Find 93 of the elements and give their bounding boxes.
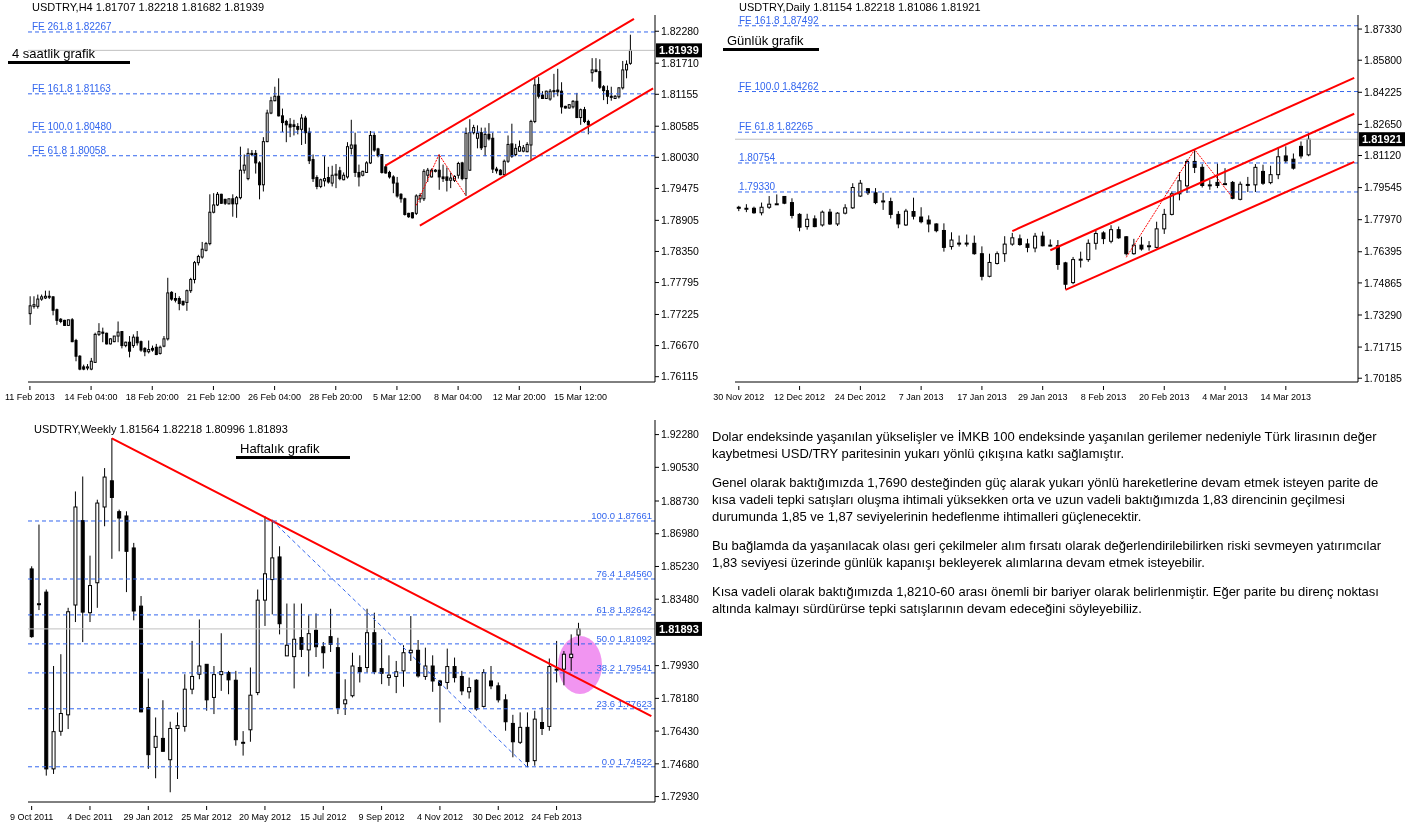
x-tick-label: 9 Sep 2012	[358, 812, 405, 822]
y-tick-label: 1.92280	[661, 428, 700, 441]
ref-line-label: 1.81893	[659, 622, 699, 635]
text: Dolar endeksinde yaşanılan yükselişler ve İMKB 100 endeksinde yaşanılan gerilemer nedeniyle Türk lirasının değer kaybetmesi USD/TRY paritesinin yukarı yönlü çıkışına katkı sağlamıştır.	[712, 428, 1378, 462]
y-tick-label: 1.78905	[661, 214, 700, 227]
y-tick-label: 1.80585	[661, 119, 700, 132]
text: Kısa vadeli olarak baktığımızda 1,8210-60 arası önemli bir bariyer olarak belirlenmiştir. Eğer parite bu direnç noktası altında kalmayı sürdürürse tepki satışlarının devam edeceğini söyleyebiliiz.	[712, 583, 1380, 617]
x-tick-label: 24 Dec 2012	[834, 392, 886, 402]
x-tick-label: 30 Nov 2012	[713, 392, 765, 402]
y-tick-label: 1.85230	[661, 560, 700, 573]
y-tick-label: 1.86980	[661, 527, 700, 540]
y-tick-label: 1.80030	[661, 151, 700, 164]
y-tick-label: 1.82280	[661, 24, 700, 37]
x-tick-label: 4 Nov 2012	[416, 812, 463, 822]
x-tick-label: 14 Feb 04:00	[64, 392, 118, 402]
chart-title: USDTRY,H4 1.81707 1.82218 1.81682 1.81939	[32, 1, 264, 13]
x-tick-label: 12 Mar 20:00	[492, 392, 546, 402]
y-tick-label: 1.81710	[661, 56, 700, 69]
text: Haftalık grafik	[236, 441, 350, 459]
ref-line-label: FE 161.8 1.81163	[32, 82, 112, 94]
x-tick-label: 24 Feb 2013	[531, 812, 582, 822]
chart-title: USDTRY,Daily 1.81154 1.82218 1.81086 1.81921	[739, 1, 981, 13]
ref-line-label: 50.0 1.81092	[596, 632, 652, 644]
y-tick-label: 1.78180	[661, 692, 700, 705]
x-tick-label: 12 Dec 2012	[774, 392, 826, 402]
y-tick-label: 1.90530	[661, 461, 700, 474]
x-tick-label: 17 Jan 2013	[957, 392, 1007, 402]
x-tick-label: 25 Mar 2012	[181, 812, 232, 822]
ref-line-label: 100.0 1.87661	[591, 510, 652, 521]
x-tick-label: 15 Jul 2012	[300, 812, 347, 822]
x-tick-label: 8 Mar 04:00	[434, 392, 483, 402]
ref-line-label: 38.2 1.79541	[596, 661, 652, 673]
y-tick-label: 1.83480	[661, 592, 700, 605]
ref-line-label: 0.0 1.74522	[601, 755, 652, 767]
y-tick-label: 1.85800	[1364, 53, 1403, 66]
y-tick-label: 1.79545	[1364, 181, 1403, 194]
y-tick-label: 1.76115	[661, 370, 699, 383]
y-tick-label: 1.87330	[1364, 22, 1403, 35]
x-tick-label: 9 Oct 2011	[9, 812, 54, 822]
y-tick-label: 1.72930	[661, 790, 700, 803]
ref-line-label: FE 261.8 1.82267	[32, 20, 112, 32]
y-tick-label: 1.88730	[661, 494, 700, 507]
x-tick-label: 15 Mar 12:00	[553, 392, 607, 402]
y-tick-label: 1.74680	[661, 757, 700, 770]
y-tick-label: 1.77970	[1364, 213, 1403, 226]
ref-line-label: FE 100.0 1.80480	[32, 121, 112, 133]
y-tick-label: 1.84225	[1364, 86, 1403, 99]
ref-line-label: FE 100.0 1.84262	[739, 80, 819, 92]
x-tick-label: 20 Feb 2013	[1138, 392, 1190, 402]
x-tick-label: 14 Mar 2013	[1260, 392, 1312, 402]
y-tick-label: 1.78350	[661, 245, 700, 258]
y-tick-label: 1.74865	[1364, 276, 1403, 289]
chart-title: USDTRY,Weekly 1.81564 1.82218 1.80996 1.81893	[34, 423, 288, 435]
text: 4 saatlik grafik	[8, 46, 130, 64]
ref-line-label: 1.81921	[1362, 133, 1402, 146]
x-tick-label: 18 Feb 20:00	[125, 392, 179, 402]
x-tick-label: 30 Dec 2012	[472, 812, 524, 822]
ref-line-label: 1.79330	[739, 180, 776, 192]
y-tick-label: 1.77795	[661, 276, 700, 289]
x-tick-label: 26 Feb 04:00	[248, 392, 302, 402]
x-tick-label: 5 Mar 12:00	[372, 392, 421, 402]
text: Bu bağlamda da yaşanılacak olası geri çekilmeler alım fırsatı olarak değerlendirilebilirken riski sevmeyen yatırımcılar 1,83 seviyesi üzerinde günlük kapanışı bekleyerek alımlarına devam etmek isteyebilir.	[712, 537, 1383, 571]
y-tick-label: 1.79930	[661, 659, 700, 672]
x-tick-label: 7 Jan 2013	[898, 392, 944, 402]
y-tick-label: 1.82650	[1364, 118, 1403, 131]
x-tick-label: 4 Dec 2011	[67, 812, 113, 822]
y-tick-label: 1.76430	[661, 724, 700, 737]
x-tick-label: 11 Feb 2013	[4, 392, 55, 402]
y-tick-label: 1.79475	[661, 182, 700, 195]
ref-line-label: 1.81939	[659, 44, 699, 57]
y-tick-label: 1.71715	[1364, 340, 1403, 353]
ref-line-label: 76.4 1.84560	[596, 568, 652, 580]
x-tick-label: 29 Jan 2012	[123, 812, 174, 822]
text: Genel olarak baktığımızda 1,7690 desteğinden güç alarak yukarı yönlü hareketlerine devam etmek isteyen parite de kısa vadeli tepki satışları oluşma ihtimali yüksekken orta ve uzun vadeli baktığımızda 1,83 direncinin geçilmesi durumunda 1,85 ve 1,87 seviyelerinin hedeflenme ihtimalleri güçlenecektir.	[712, 474, 1380, 525]
ref-line-label: FE 61.8 1.82265	[739, 121, 814, 133]
y-tick-label: 1.81155	[661, 88, 699, 101]
x-tick-label: 29 Jan 2013	[1017, 392, 1068, 402]
x-tick-label: 28 Feb 20:00	[309, 392, 363, 402]
y-tick-label: 1.81120	[1364, 149, 1402, 162]
x-tick-label: 8 Feb 2013	[1080, 392, 1127, 402]
y-tick-label: 1.70185	[1364, 371, 1403, 384]
y-tick-label: 1.76670	[661, 339, 700, 352]
ref-line-label: FE 161.8 1.87492	[739, 14, 819, 26]
y-tick-label: 1.77225	[661, 308, 700, 321]
ref-line-label: 1.80754	[739, 151, 776, 163]
x-tick-label: 21 Feb 12:00	[186, 392, 240, 402]
y-tick-label: 1.73290	[1364, 308, 1403, 321]
x-tick-label: 20 May 2012	[238, 812, 291, 822]
ref-line-label: FE 61.8 1.80058	[32, 144, 107, 156]
y-tick-label: 1.76395	[1364, 245, 1403, 258]
ref-line-label: 61.8 1.82642	[596, 603, 652, 615]
x-tick-label: 4 Mar 2013	[1202, 392, 1248, 402]
text: Günlük grafik	[723, 33, 819, 51]
